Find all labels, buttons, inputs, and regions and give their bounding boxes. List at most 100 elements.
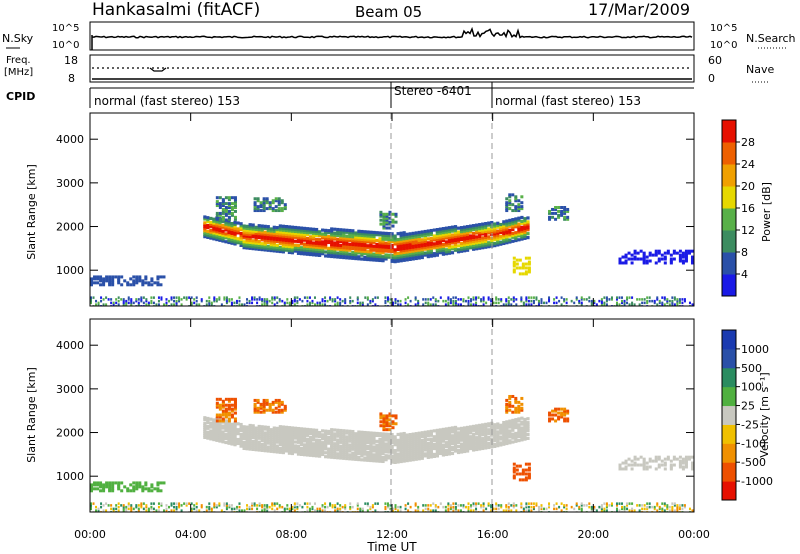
power-cell <box>248 299 251 303</box>
velocity-cell <box>502 426 506 431</box>
velocity-cell <box>203 422 207 426</box>
power-cell <box>429 242 433 246</box>
power-cell <box>414 250 418 255</box>
power-cell <box>404 301 407 305</box>
power-cell <box>290 241 295 245</box>
power-cell <box>493 236 497 240</box>
velocity-cell <box>396 444 400 448</box>
power-cell <box>342 236 346 240</box>
velocity-cell <box>417 433 421 437</box>
velocity-cell <box>657 465 661 469</box>
velocity-cell <box>233 403 237 407</box>
power-cell <box>456 230 461 234</box>
velocity-cell <box>305 431 310 435</box>
power-cell <box>117 275 121 279</box>
power-cell <box>363 238 367 242</box>
power-cell <box>417 234 421 238</box>
velocity-cell <box>523 423 527 427</box>
velocity-cell <box>369 433 373 437</box>
velocity-cell <box>615 504 618 507</box>
power-cell <box>283 205 287 209</box>
power-cell <box>135 277 139 281</box>
velocity-cell <box>305 451 310 455</box>
power-cell <box>437 299 440 303</box>
power-cell <box>155 303 158 306</box>
velocity-cell <box>469 442 473 447</box>
power-cell <box>314 251 319 255</box>
power-cell <box>275 229 279 234</box>
power-cell <box>239 231 243 236</box>
power-cell <box>555 296 558 299</box>
power-cell <box>369 242 373 246</box>
velocity-cell <box>275 436 279 440</box>
velocity-cell <box>557 407 561 411</box>
velocity-cell <box>269 441 273 446</box>
velocity-cell <box>414 437 418 442</box>
velocity-cell <box>408 448 412 452</box>
power-cell <box>375 252 379 256</box>
power-cell <box>221 204 225 208</box>
power-cell <box>462 229 467 233</box>
velocity-cell <box>459 444 464 448</box>
power-cell <box>308 248 313 253</box>
power-cell <box>511 193 515 197</box>
velocity-cell <box>523 419 527 424</box>
velocity-cell <box>411 450 415 454</box>
power-cell <box>275 239 279 243</box>
power-cell <box>369 254 373 258</box>
power-cell <box>302 230 307 234</box>
power-cell <box>411 241 415 245</box>
velocity-cell <box>349 507 352 511</box>
velocity-cell <box>520 426 524 430</box>
velocity-cell <box>233 423 237 427</box>
power-cell <box>96 281 100 285</box>
power-cell <box>472 296 475 299</box>
velocity-cell <box>339 452 343 456</box>
power-cell <box>512 268 516 272</box>
power-cell <box>423 241 427 245</box>
velocity-cell <box>639 463 643 467</box>
power-cell <box>262 201 266 205</box>
power-cell <box>520 227 524 231</box>
power-cell <box>499 236 503 240</box>
velocity-cell <box>423 444 427 448</box>
velocity-cell <box>318 450 322 454</box>
velocity-cell <box>375 449 379 453</box>
power-cell <box>527 303 530 306</box>
power-cell <box>393 248 397 252</box>
power-cell <box>514 207 518 211</box>
velocity-cell <box>311 430 316 434</box>
velocity-cell <box>366 446 370 451</box>
power-cell <box>540 301 543 305</box>
velocity-cell <box>239 424 243 429</box>
power-cell <box>153 281 157 285</box>
power-cell <box>512 270 516 274</box>
velocity-cell <box>141 485 145 489</box>
power-cell <box>484 239 488 243</box>
power-cell <box>345 236 349 240</box>
power-cell <box>230 239 234 243</box>
velocity-cell <box>306 505 309 509</box>
velocity-cell <box>213 505 216 509</box>
power-cell <box>511 233 515 237</box>
power-cell <box>147 303 150 306</box>
power-cell <box>372 256 376 260</box>
velocity-cell <box>213 504 216 507</box>
power-cell <box>314 243 319 247</box>
velocity-cell <box>308 441 313 446</box>
velocity-cell <box>411 456 415 460</box>
velocity-cell <box>246 504 249 507</box>
power-cell <box>271 209 275 213</box>
power-cell <box>150 296 153 299</box>
velocity-cell <box>341 505 344 509</box>
power-cell <box>130 299 133 303</box>
power-cell <box>287 242 292 247</box>
power-cell <box>514 225 518 229</box>
power-cell <box>482 303 485 306</box>
power-cell <box>411 247 415 251</box>
power-cell <box>453 240 458 245</box>
velocity-cell <box>532 502 535 505</box>
power-cell <box>239 239 243 244</box>
power-cell <box>512 298 515 301</box>
velocity-cell <box>144 481 148 485</box>
